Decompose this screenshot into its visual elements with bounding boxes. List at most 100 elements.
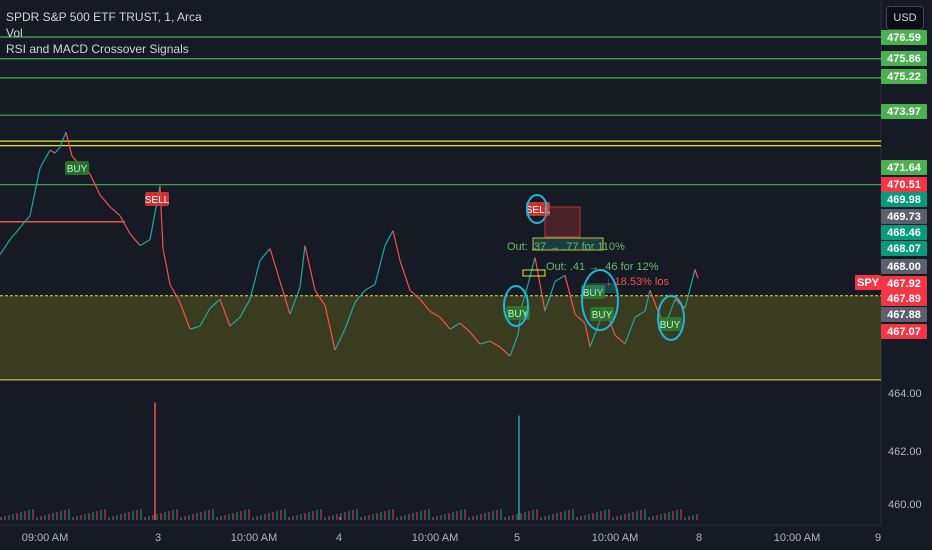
volume-bar xyxy=(264,514,266,520)
price-tag[interactable] xyxy=(881,51,927,66)
volume-bar xyxy=(548,515,550,520)
volume-bar xyxy=(432,517,434,520)
volume-indicator-label[interactable]: Vol xyxy=(6,26,23,40)
volume-bar xyxy=(340,513,342,520)
volume-bar xyxy=(188,515,190,520)
price-segment xyxy=(279,281,291,315)
drawn-circle xyxy=(657,295,685,341)
price-tag[interactable] xyxy=(881,241,927,256)
volume-bar xyxy=(0,517,2,520)
volume-bar xyxy=(100,510,102,520)
signal-label: SELL xyxy=(145,195,170,206)
volume-bar xyxy=(500,509,502,520)
volume-bar xyxy=(164,512,166,520)
volume-bar xyxy=(596,512,598,520)
volume-bar xyxy=(588,514,590,520)
volume-bar xyxy=(420,511,422,520)
volume-bar xyxy=(260,515,262,520)
signal-badge-sell[interactable] xyxy=(145,192,169,206)
price-tag[interactable] xyxy=(881,104,927,119)
signal-badge-buy[interactable] xyxy=(65,161,89,175)
price-segment xyxy=(269,248,281,282)
volume-bar xyxy=(520,513,522,520)
volume-bar xyxy=(388,510,390,520)
price-tag-label: 467.07 xyxy=(887,326,921,338)
price-tag[interactable] xyxy=(881,291,927,306)
price-segment xyxy=(409,289,421,300)
signal-badge-buy[interactable] xyxy=(581,285,605,299)
price-tag-label: 469.73 xyxy=(887,211,921,223)
price-tag-label: 468.46 xyxy=(887,227,921,239)
volume-bar xyxy=(644,509,646,520)
volume-bar xyxy=(228,514,230,520)
price-axis[interactable] xyxy=(881,0,932,550)
trade-entry-box xyxy=(522,269,546,277)
volume-bar xyxy=(92,512,94,520)
price-tag[interactable] xyxy=(881,225,927,240)
price-segment xyxy=(694,269,699,279)
signal-label: BUY xyxy=(592,310,613,321)
volume-bar xyxy=(224,515,226,520)
volume-bar xyxy=(328,516,330,520)
price-tag[interactable] xyxy=(881,177,927,192)
volume-bar xyxy=(660,514,662,520)
price-tag[interactable] xyxy=(881,259,927,274)
price-tag-label: 475.86 xyxy=(887,53,921,65)
volume-bar xyxy=(16,513,18,520)
volume-bar xyxy=(212,509,214,520)
price-segment xyxy=(229,316,241,327)
price-segment xyxy=(384,230,394,246)
signal-badge-buy[interactable] xyxy=(506,306,530,320)
symbol-title[interactable]: SPDR S&P 500 ETF TRUST, 1, Arca xyxy=(6,10,202,24)
volume-bar xyxy=(20,512,22,520)
volume-bar xyxy=(516,514,518,520)
price-segment xyxy=(162,248,171,285)
signal-label: BUY xyxy=(583,288,604,299)
volume-bar xyxy=(556,513,558,520)
price-tag[interactable] xyxy=(881,69,927,84)
volume-bar xyxy=(192,514,194,520)
volume-bar xyxy=(12,514,14,520)
volume-bar xyxy=(552,514,554,520)
volume-bar xyxy=(244,510,246,520)
currency-button[interactable]: USD xyxy=(886,6,924,30)
volume-bar xyxy=(664,513,666,520)
volume-bar xyxy=(384,511,386,520)
volume-bar xyxy=(308,512,310,520)
volume-bar xyxy=(416,512,418,520)
price-tag[interactable] xyxy=(881,209,927,224)
price-segment xyxy=(479,340,491,345)
volume-bar xyxy=(504,517,506,520)
symbol-tag[interactable] xyxy=(855,275,881,290)
price-tag[interactable] xyxy=(881,192,927,207)
volume-bar xyxy=(296,515,298,520)
volume-bar xyxy=(312,511,314,520)
volume-bar xyxy=(64,510,66,520)
volume-bar xyxy=(324,517,326,520)
signal-badge-sell[interactable] xyxy=(526,202,550,216)
price-tag[interactable] xyxy=(881,276,927,291)
price-segment xyxy=(527,257,536,285)
price-tag[interactable] xyxy=(881,160,927,175)
volume-bar xyxy=(476,515,478,520)
volume-bar xyxy=(608,509,610,520)
price-segment xyxy=(554,274,566,282)
trade-annotation: Out: .37 → .77 for 110% xyxy=(507,241,625,253)
price-tag-label: 475.22 xyxy=(887,71,921,83)
volume-bar xyxy=(536,509,538,520)
price-tag[interactable] xyxy=(881,307,927,322)
price-tag[interactable] xyxy=(881,30,927,45)
price-tag[interactable] xyxy=(881,324,927,339)
volume-bar xyxy=(524,512,526,520)
price-segment xyxy=(614,334,626,345)
volume-bar xyxy=(40,516,42,520)
signal-badge-buy[interactable] xyxy=(658,317,682,331)
volume-bar xyxy=(680,509,682,520)
price-segment xyxy=(129,233,141,246)
signals-indicator-label[interactable]: RSI and MACD Crossover Signals xyxy=(6,42,189,56)
volume-bar xyxy=(456,511,458,520)
volume-bar xyxy=(184,516,186,520)
signal-badge-buy[interactable] xyxy=(590,307,614,321)
